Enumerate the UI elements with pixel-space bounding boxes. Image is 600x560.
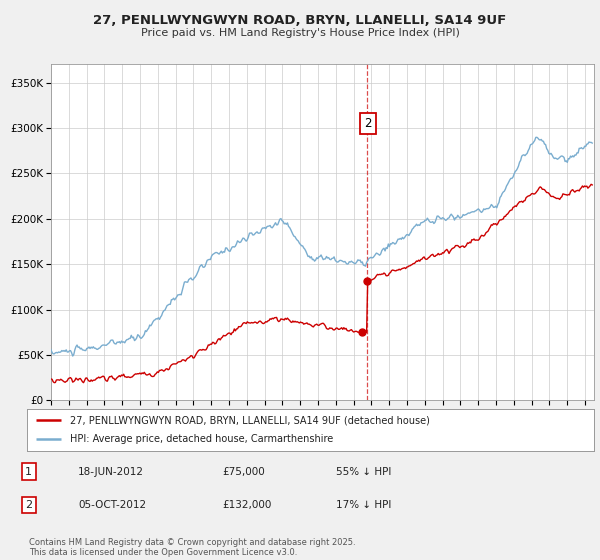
- Text: 2: 2: [365, 117, 372, 130]
- Text: 55% ↓ HPI: 55% ↓ HPI: [336, 466, 391, 477]
- Text: 18-JUN-2012: 18-JUN-2012: [78, 466, 144, 477]
- Text: 05-OCT-2012: 05-OCT-2012: [78, 500, 146, 510]
- Text: Contains HM Land Registry data © Crown copyright and database right 2025.
This d: Contains HM Land Registry data © Crown c…: [29, 538, 355, 557]
- Text: 1: 1: [25, 466, 32, 477]
- Text: HPI: Average price, detached house, Carmarthenshire: HPI: Average price, detached house, Carm…: [70, 435, 333, 445]
- Text: £132,000: £132,000: [222, 500, 271, 510]
- Text: 27, PENLLWYNGWYN ROAD, BRYN, LLANELLI, SA14 9UF (detached house): 27, PENLLWYNGWYN ROAD, BRYN, LLANELLI, S…: [70, 415, 430, 425]
- Text: Price paid vs. HM Land Registry's House Price Index (HPI): Price paid vs. HM Land Registry's House …: [140, 28, 460, 38]
- Text: £75,000: £75,000: [222, 466, 265, 477]
- Text: 2: 2: [25, 500, 32, 510]
- Text: 17% ↓ HPI: 17% ↓ HPI: [336, 500, 391, 510]
- Text: 27, PENLLWYNGWYN ROAD, BRYN, LLANELLI, SA14 9UF: 27, PENLLWYNGWYN ROAD, BRYN, LLANELLI, S…: [94, 14, 506, 27]
